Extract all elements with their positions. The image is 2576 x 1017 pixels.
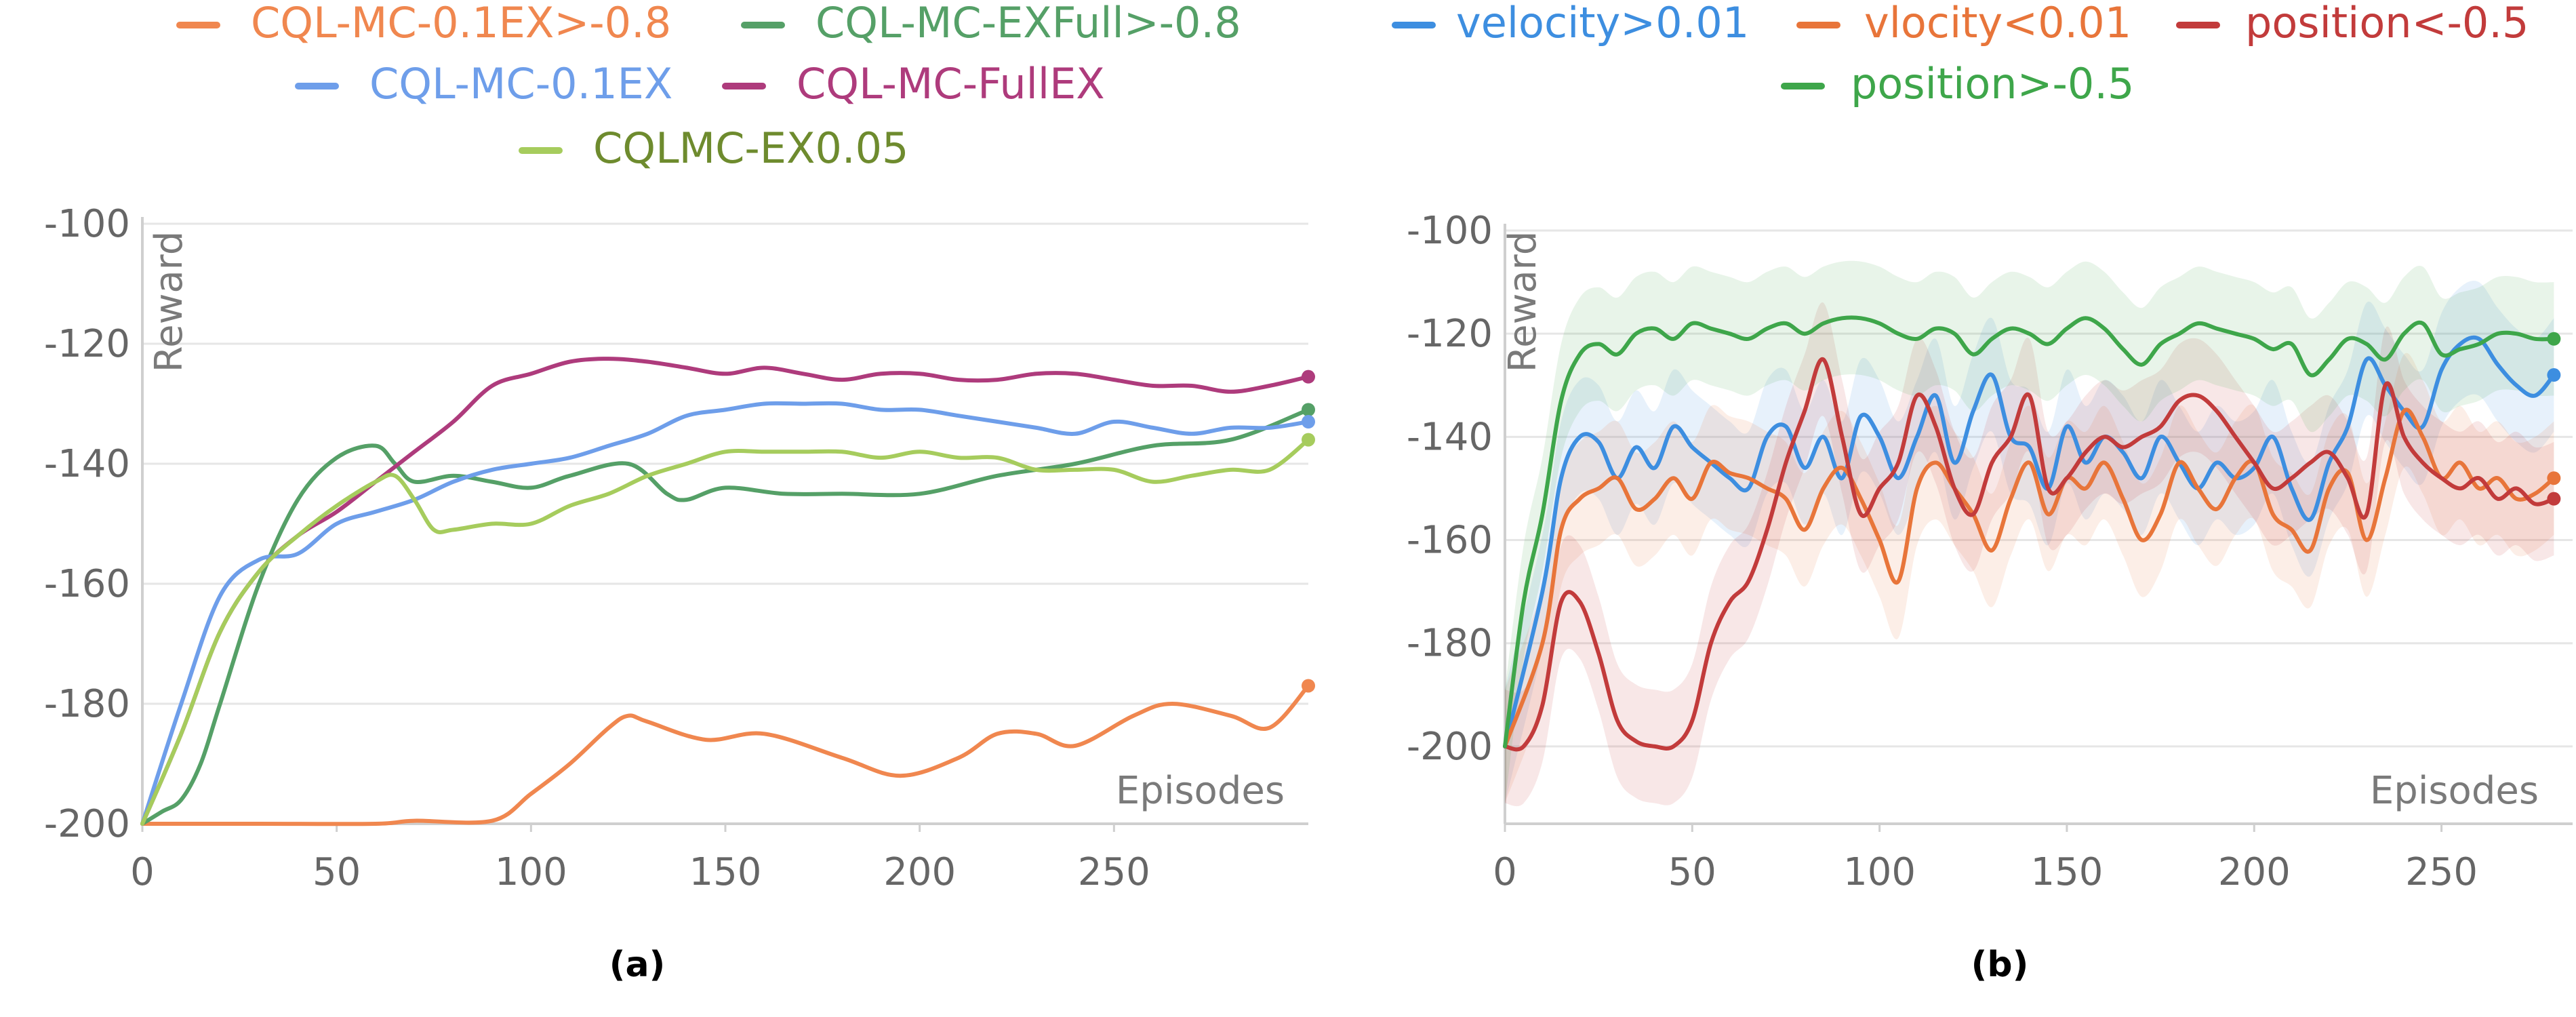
- legend-item: CQL-MC-0.1EX>-0.8: [176, 0, 671, 47]
- y-tick-label: -160: [1407, 519, 1493, 563]
- x-tick-label: 50: [313, 850, 361, 894]
- series-band: [1505, 353, 2554, 803]
- series-end-point: [2547, 471, 2561, 485]
- series-line: [1503, 315, 2556, 749]
- legend-label: velocity>0.01: [1456, 0, 1749, 47]
- x-tick-label: 0: [130, 850, 155, 894]
- x-axis-title: Episodes: [2370, 769, 2539, 813]
- y-tick-label: -160: [44, 562, 130, 606]
- series-line: [1503, 407, 2556, 749]
- series-line: [140, 357, 1310, 826]
- y-tick-label: -200: [44, 802, 130, 846]
- x-tick-label: 150: [689, 850, 762, 894]
- x-tick-labels-b: 0 50 100 150 200 250: [1493, 850, 2478, 894]
- y-tick-label: -180: [1407, 622, 1493, 666]
- series-line: [140, 407, 1310, 826]
- x-tick-label: 250: [2405, 850, 2478, 894]
- y-tick-label: -200: [1407, 725, 1493, 769]
- series-end-point: [2547, 492, 2561, 506]
- legend-label: position>-0.5: [1851, 59, 2135, 108]
- series-end-point: [2547, 332, 2561, 346]
- series-line: [140, 401, 1310, 826]
- y-tick-label: -100: [44, 202, 130, 246]
- series-end-point: [1302, 370, 1315, 384]
- y-axis-title: Reward: [1501, 231, 1545, 373]
- series-line: [1503, 335, 2556, 749]
- x-tick-labels-a: 0 50 100 150 200 250: [130, 850, 1150, 894]
- legend-b: velocity>0.01 vlocity<0.01 position<-0.5…: [1392, 0, 2529, 108]
- legend-label: CQLMC-EX0.05: [593, 123, 908, 173]
- legend-item: position<-0.5: [2176, 0, 2529, 47]
- x-tick-label: 100: [495, 850, 567, 894]
- x-tick-label: 200: [883, 850, 956, 894]
- y-tick-labels-b: -200 -180 -160 -140 -120 -100: [1407, 209, 1493, 769]
- x-tick-label: 100: [1843, 850, 1916, 894]
- series-band: [1505, 302, 2554, 807]
- y-tick-label: -120: [44, 322, 130, 366]
- legend-item: CQL-MC-FullEX: [722, 59, 1105, 108]
- legend-item: CQL-MC-0.1EX: [295, 59, 672, 108]
- series-end-point: [2547, 368, 2561, 382]
- y-tick-labels-a: -200 -180 -160 -140 -120 -100: [44, 202, 130, 846]
- legend-label: CQL-MC-0.1EX: [369, 59, 672, 108]
- x-tick-label: 150: [2031, 850, 2104, 894]
- x-tick-label: 0: [1493, 850, 1517, 894]
- legend-item: position>-0.5: [1781, 59, 2135, 108]
- series-end-point: [1302, 433, 1315, 447]
- legend-item: CQLMC-EX0.05: [519, 123, 908, 173]
- legend-label: CQL-MC-0.1EX>-0.8: [251, 0, 671, 47]
- series-band: [1505, 281, 2554, 803]
- legend-a: CQL-MC-0.1EX>-0.8 CQL-MC-EXFull>-0.8 CQL…: [176, 0, 1241, 173]
- panel-caption: (a): [609, 944, 666, 985]
- series-line: [140, 683, 1310, 826]
- series-line: [1503, 357, 2556, 752]
- y-axis-title: Reward: [147, 231, 191, 373]
- x-tick-label: 250: [1078, 850, 1150, 894]
- legend-label: CQL-MC-FullEX: [797, 59, 1105, 108]
- legend-label: CQL-MC-EXFull>-0.8: [816, 0, 1241, 47]
- y-tick-label: -140: [1407, 415, 1493, 459]
- series-lines-b: [1503, 315, 2561, 752]
- x-tick-label: 200: [2218, 850, 2291, 894]
- panel-caption: (b): [1971, 944, 2029, 985]
- series-line: [140, 437, 1310, 826]
- chart-panel-a: CQL-MC-0.1EX>-0.8 CQL-MC-EXFull>-0.8 CQL…: [44, 0, 1315, 985]
- series-lines-a: [140, 357, 1315, 826]
- series-band: [1505, 260, 2554, 803]
- series-bands-b: [1505, 260, 2554, 807]
- x-tick-label: 50: [1668, 850, 1716, 894]
- legend-item: CQL-MC-EXFull>-0.8: [741, 0, 1241, 47]
- y-tick-label: -140: [44, 442, 130, 486]
- series-end-point: [1302, 403, 1315, 417]
- legend-label: vlocity<0.01: [1864, 0, 2131, 47]
- y-tick-label: -120: [1407, 312, 1493, 356]
- x-axis-title: Episodes: [1116, 769, 1285, 813]
- chart-panel-b: velocity>0.01 vlocity<0.01 position<-0.5…: [1392, 0, 2573, 985]
- legend-item: velocity>0.01: [1392, 0, 1749, 47]
- y-tick-label: -100: [1407, 209, 1493, 253]
- series-end-point: [1302, 415, 1315, 429]
- y-tick-label: -180: [44, 682, 130, 726]
- series-end-point: [1302, 679, 1315, 693]
- legend-item: vlocity<0.01: [1796, 0, 2131, 47]
- axes-b: [1504, 224, 2573, 832]
- legend-label: position<-0.5: [2245, 0, 2529, 47]
